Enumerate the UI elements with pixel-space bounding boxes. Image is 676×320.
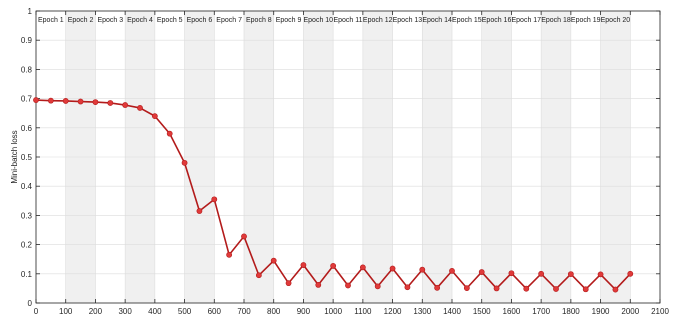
epoch-label: Epoch 1	[38, 17, 64, 24]
epoch-label: Epoch 15	[452, 17, 482, 24]
x-tick-label: 2000	[621, 307, 639, 316]
loss-data-point	[300, 262, 307, 268]
epoch-label: Epoch 18	[541, 17, 571, 24]
y-tick-label: 0.9	[21, 36, 33, 45]
epoch-label: Epoch 19	[571, 17, 601, 24]
x-tick-label: 2100	[651, 307, 669, 316]
y-tick-label: 0.8	[21, 65, 33, 74]
x-tick-label: 1400	[443, 307, 461, 316]
x-tick-label: 0	[34, 307, 39, 316]
loss-data-point	[151, 113, 158, 120]
loss-data-point	[389, 265, 396, 272]
x-tick-label: 800	[267, 307, 281, 316]
loss-data-point	[553, 286, 559, 292]
epoch-label: Epoch 5	[157, 17, 183, 24]
loss-data-point	[538, 270, 545, 277]
loss-data-point	[107, 100, 114, 106]
y-tick-label: 0.3	[21, 211, 33, 220]
loss-data-point	[404, 284, 411, 291]
loss-data-point	[47, 97, 54, 104]
loss-data-point	[77, 98, 84, 105]
loss-data-point	[62, 98, 69, 104]
x-tick-label: 1300	[413, 307, 431, 316]
x-tick-label: 1800	[562, 307, 580, 316]
loss-data-point	[137, 105, 143, 111]
x-tick-label: 500	[178, 307, 192, 316]
x-tick-label: 1500	[473, 307, 491, 316]
epoch-label: Epoch 16	[482, 17, 512, 24]
epoch-label: Epoch 12	[363, 17, 393, 24]
loss-data-point	[449, 267, 455, 274]
x-tick-label: 1700	[532, 307, 550, 316]
loss-data-point	[567, 271, 574, 277]
epoch-label: Epoch 3	[97, 17, 123, 24]
loss-data-point	[270, 257, 277, 264]
x-tick-label: 400	[148, 307, 162, 316]
loss-data-point	[330, 263, 337, 269]
loss-data-point	[255, 272, 262, 279]
loss-data-point	[627, 270, 634, 277]
y-tick-label: 0.6	[21, 124, 33, 133]
loss-data-point	[582, 286, 589, 293]
loss-data-point	[196, 208, 203, 214]
loss-data-point	[181, 159, 188, 166]
loss-data-point	[166, 130, 173, 137]
loss-data-point	[211, 196, 218, 203]
epoch-label: Epoch 7	[216, 17, 242, 24]
x-tick-label: 1900	[592, 307, 610, 316]
y-tick-label: 0.2	[21, 241, 33, 250]
epoch-label: Epoch 9	[276, 17, 302, 24]
x-tick-label: 900	[297, 307, 311, 316]
y-tick-label: 0.5	[21, 153, 33, 162]
loss-data-point	[33, 97, 39, 103]
y-tick-label: 0.7	[21, 95, 33, 104]
y-tick-label: 0.1	[21, 270, 33, 279]
loss-data-point	[508, 270, 515, 277]
x-tick-label: 100	[59, 307, 73, 316]
loss-data-point	[523, 285, 530, 292]
y-tick-label: 0.4	[21, 182, 33, 191]
epoch-label: Epoch 20	[601, 17, 631, 24]
loss-data-point	[374, 283, 381, 290]
x-tick-label: 1100	[354, 307, 372, 316]
x-tick-label: 1600	[503, 307, 521, 316]
loss-data-point	[478, 269, 485, 275]
x-tick-label: 1000	[324, 307, 342, 316]
loss-data-point	[285, 280, 292, 287]
loss-data-point	[122, 102, 129, 108]
loss-data-point	[493, 285, 500, 292]
loss-data-point	[226, 251, 233, 258]
loss-data-point	[597, 271, 604, 278]
x-tick-label: 600	[208, 307, 222, 316]
epoch-label: Epoch 11	[333, 17, 362, 24]
epoch-label: Epoch 10	[303, 17, 333, 24]
y-tick-label: 0	[28, 299, 33, 308]
epoch-label: Epoch 13	[393, 17, 423, 24]
epoch-label: Epoch 14	[422, 17, 452, 24]
x-tick-label: 1200	[384, 307, 402, 316]
epoch-label: Epoch 8	[246, 17, 272, 24]
x-tick-label: 200	[89, 307, 103, 316]
loss-data-point	[612, 286, 619, 293]
loss-data-point	[345, 282, 351, 289]
loss-data-point	[241, 233, 247, 240]
epoch-label: Epoch 6	[187, 17, 213, 24]
loss-data-point	[359, 264, 366, 271]
epoch-label: Epoch 4	[127, 17, 153, 24]
loss-data-point	[434, 284, 441, 291]
x-tick-label: 700	[237, 307, 251, 316]
loss-data-point	[463, 285, 470, 292]
y-axis-label: Mini-batch loss	[10, 130, 19, 183]
epoch-label: Epoch 2	[68, 17, 94, 24]
y-tick-label: 1	[28, 7, 33, 16]
loss-data-point	[419, 266, 426, 273]
epoch-label: Epoch 17	[511, 17, 541, 24]
loss-data-point	[315, 281, 322, 288]
loss-data-point	[92, 99, 99, 106]
x-tick-label: 300	[118, 307, 132, 316]
